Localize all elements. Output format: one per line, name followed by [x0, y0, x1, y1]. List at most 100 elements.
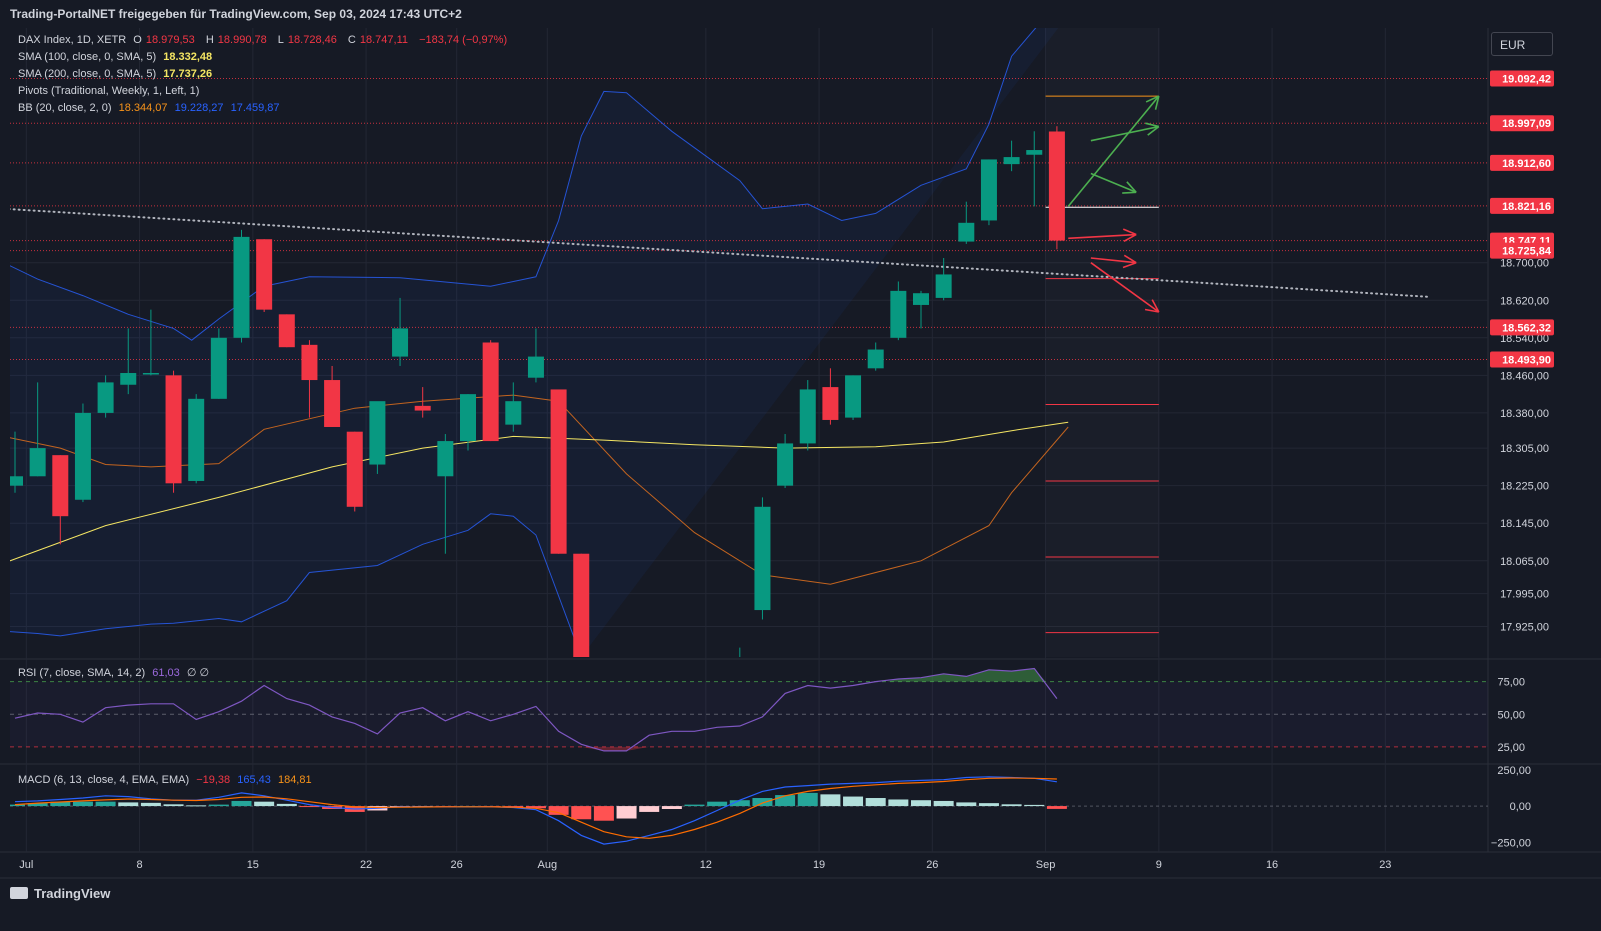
candle-body: [777, 443, 794, 486]
projection-arrow-up-head: [1145, 95, 1160, 103]
projection-arrow-up-shaft: [1090, 172, 1137, 194]
rsi-value: 61,03: [152, 667, 180, 679]
macd-hist-bar: [797, 792, 818, 807]
macd-hist-bar: [186, 805, 207, 807]
tradingview-brand: TradingView: [34, 886, 111, 901]
candle: [958, 201, 975, 244]
bb-upper-value: 19.228,27: [174, 102, 224, 114]
candle-body: [573, 553, 590, 657]
candle-body: [392, 328, 409, 357]
projection-arrow-up: [1090, 172, 1137, 194]
y-tick-label: 18.145,00: [1500, 518, 1549, 530]
x-tick-label: 26: [926, 859, 938, 871]
macd-tick-label: −250,00: [1491, 838, 1531, 850]
tradingview-logo-icon: [10, 887, 28, 899]
currency-button[interactable]: EUR: [1491, 32, 1553, 56]
macd-hist-bar: [707, 801, 728, 807]
candle: [739, 647, 741, 657]
candle: [1003, 140, 1020, 172]
candle-body: [1003, 157, 1020, 165]
close-value: 18.747,11: [359, 34, 408, 46]
macd-hist-bar: [729, 800, 750, 807]
candle-body: [369, 401, 386, 465]
x-tick-label: 12: [700, 859, 712, 871]
candle-body: [120, 373, 137, 385]
candle: [324, 365, 341, 427]
macd-hist-bar: [27, 803, 48, 807]
candle-body: [52, 455, 69, 517]
candle: [482, 340, 499, 442]
price-label-badge: 18.912,60: [1490, 154, 1554, 171]
macd-tick-label: 250,00: [1497, 765, 1531, 777]
candle: [233, 229, 250, 343]
price-badge-text: 18.493,90: [1502, 354, 1551, 366]
price-badge-text: 18.821,16: [1502, 201, 1551, 213]
candle: [369, 401, 386, 474]
candle-body: [278, 314, 295, 348]
sma100-line: [10, 421, 1069, 562]
candle-body: [1048, 131, 1065, 241]
y-tick-label: 17.925,00: [1500, 621, 1549, 633]
sma200-label: SMA (200, close, 0, SMA, 5): [18, 68, 157, 80]
macd-hist-bar: [661, 806, 682, 809]
projection-arrow-down-head: [1122, 228, 1137, 236]
projection-arrow-down-head: [1122, 261, 1137, 269]
candle: [1048, 126, 1065, 250]
macd-signal-line: [14, 777, 1057, 839]
price-badge-bg: [1490, 154, 1554, 171]
x-tick-label: 16: [1266, 859, 1278, 871]
candle-body: [935, 274, 952, 298]
candle-body: [256, 239, 273, 310]
candle-body: [1026, 150, 1043, 155]
price-badge-text: 18.562,32: [1502, 322, 1551, 334]
candle-body: [460, 394, 476, 442]
candle-body: [913, 293, 929, 305]
rsi-line: [14, 667, 1058, 752]
candle: [97, 375, 114, 418]
macd-hist-bar: [299, 806, 320, 808]
bb-label: BB (20, close, 2, 0): [18, 102, 112, 114]
macd-hist-bar: [525, 806, 546, 809]
x-tick-label: 23: [1379, 859, 1391, 871]
x-tick-label: 26: [451, 859, 463, 871]
candle: [913, 290, 929, 329]
candle: [505, 382, 522, 432]
x-tick-label: Aug: [537, 859, 557, 871]
projection-arrow-up-head: [1154, 95, 1160, 110]
macd-hist-bar: [10, 804, 25, 807]
candle: [460, 394, 476, 451]
rsi-tick-label: 50,00: [1497, 709, 1525, 721]
bb-basis-value: 18.344,07: [118, 102, 168, 114]
candle: [52, 455, 69, 545]
candle: [392, 297, 409, 366]
macd-pane: [10, 776, 1488, 845]
candle: [550, 389, 567, 554]
y-tick-label: 18.305,00: [1500, 443, 1549, 455]
candle: [437, 434, 454, 554]
price-badge-text: 18.912,60: [1502, 158, 1551, 170]
macd-hist-bar: [50, 801, 71, 807]
candle-body: [505, 401, 522, 425]
projection-arrow-up-head: [1122, 191, 1137, 194]
macd-hist-bar: [933, 800, 954, 807]
rsi-oversold-fill: [581, 746, 650, 751]
candle: [301, 340, 318, 418]
candle: [890, 281, 907, 341]
price-badge-bg: [1490, 319, 1554, 336]
main-legend: DAX Index, 1D, XETR O 18.979,53 H 18.990,7…: [18, 34, 511, 46]
projection-arrow-up: [1067, 95, 1160, 207]
bb-basis-line: [10, 394, 1069, 585]
macd-hist-bar: [820, 794, 841, 807]
x-tick-label: 19: [813, 859, 825, 871]
candle: [822, 368, 839, 425]
bb-fill: [10, 28, 1059, 657]
macd-hist-bar: [843, 796, 864, 807]
macd-hist-bar: [140, 802, 161, 807]
candle: [120, 328, 137, 395]
projection-arrow-down-head: [1144, 308, 1159, 313]
macd-hist-bar: [1001, 804, 1022, 807]
x-tick-label: 8: [137, 859, 143, 871]
y-tick-label: 17.995,00: [1500, 589, 1549, 601]
bb-lower-value: 17.459,87: [230, 102, 280, 114]
